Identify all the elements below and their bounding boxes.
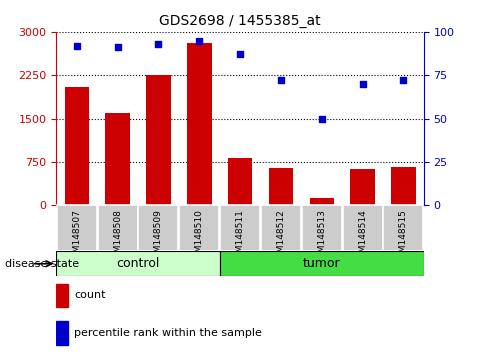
Text: GSM148512: GSM148512 (276, 209, 286, 264)
Bar (179, 205, 219, 251)
Bar (98, 205, 138, 251)
Title: GDS2698 / 1455385_at: GDS2698 / 1455385_at (159, 14, 321, 28)
Bar (220, 205, 260, 251)
Bar (105, 113, 130, 205)
Point (73, 43, 81, 48)
Point (359, 81, 367, 87)
Point (318, 116, 326, 121)
Bar (350, 169, 375, 205)
Bar (146, 75, 171, 205)
Point (399, 78, 407, 83)
Bar (65, 87, 89, 205)
Bar (57, 205, 97, 251)
Bar (228, 158, 252, 205)
Bar (302, 205, 342, 251)
Point (114, 45, 122, 50)
Text: tumor: tumor (303, 257, 341, 270)
Bar (220, 251, 424, 276)
Text: disease state: disease state (5, 259, 79, 269)
Text: GSM148511: GSM148511 (236, 209, 245, 264)
Text: GSM148513: GSM148513 (317, 209, 326, 264)
Text: GSM148507: GSM148507 (72, 209, 81, 264)
Bar (187, 44, 212, 205)
Text: count: count (74, 290, 106, 301)
Bar (391, 167, 416, 205)
Bar (261, 205, 301, 251)
Bar (56, 321, 68, 344)
Point (196, 38, 203, 44)
Bar (56, 251, 220, 276)
Bar (269, 168, 293, 205)
Text: GSM148509: GSM148509 (154, 209, 163, 264)
Text: GSM148515: GSM148515 (399, 209, 408, 264)
Text: percentile rank within the sample: percentile rank within the sample (74, 327, 262, 338)
Point (277, 78, 285, 83)
Text: GSM148510: GSM148510 (195, 209, 204, 264)
Bar (383, 205, 423, 251)
Bar (56, 284, 68, 307)
Text: control: control (116, 257, 160, 270)
Text: GSM148514: GSM148514 (358, 209, 367, 264)
Bar (138, 205, 178, 251)
Bar (310, 198, 334, 205)
Point (236, 52, 244, 57)
Bar (343, 205, 383, 251)
Point (154, 41, 162, 47)
Text: GSM148508: GSM148508 (113, 209, 122, 264)
